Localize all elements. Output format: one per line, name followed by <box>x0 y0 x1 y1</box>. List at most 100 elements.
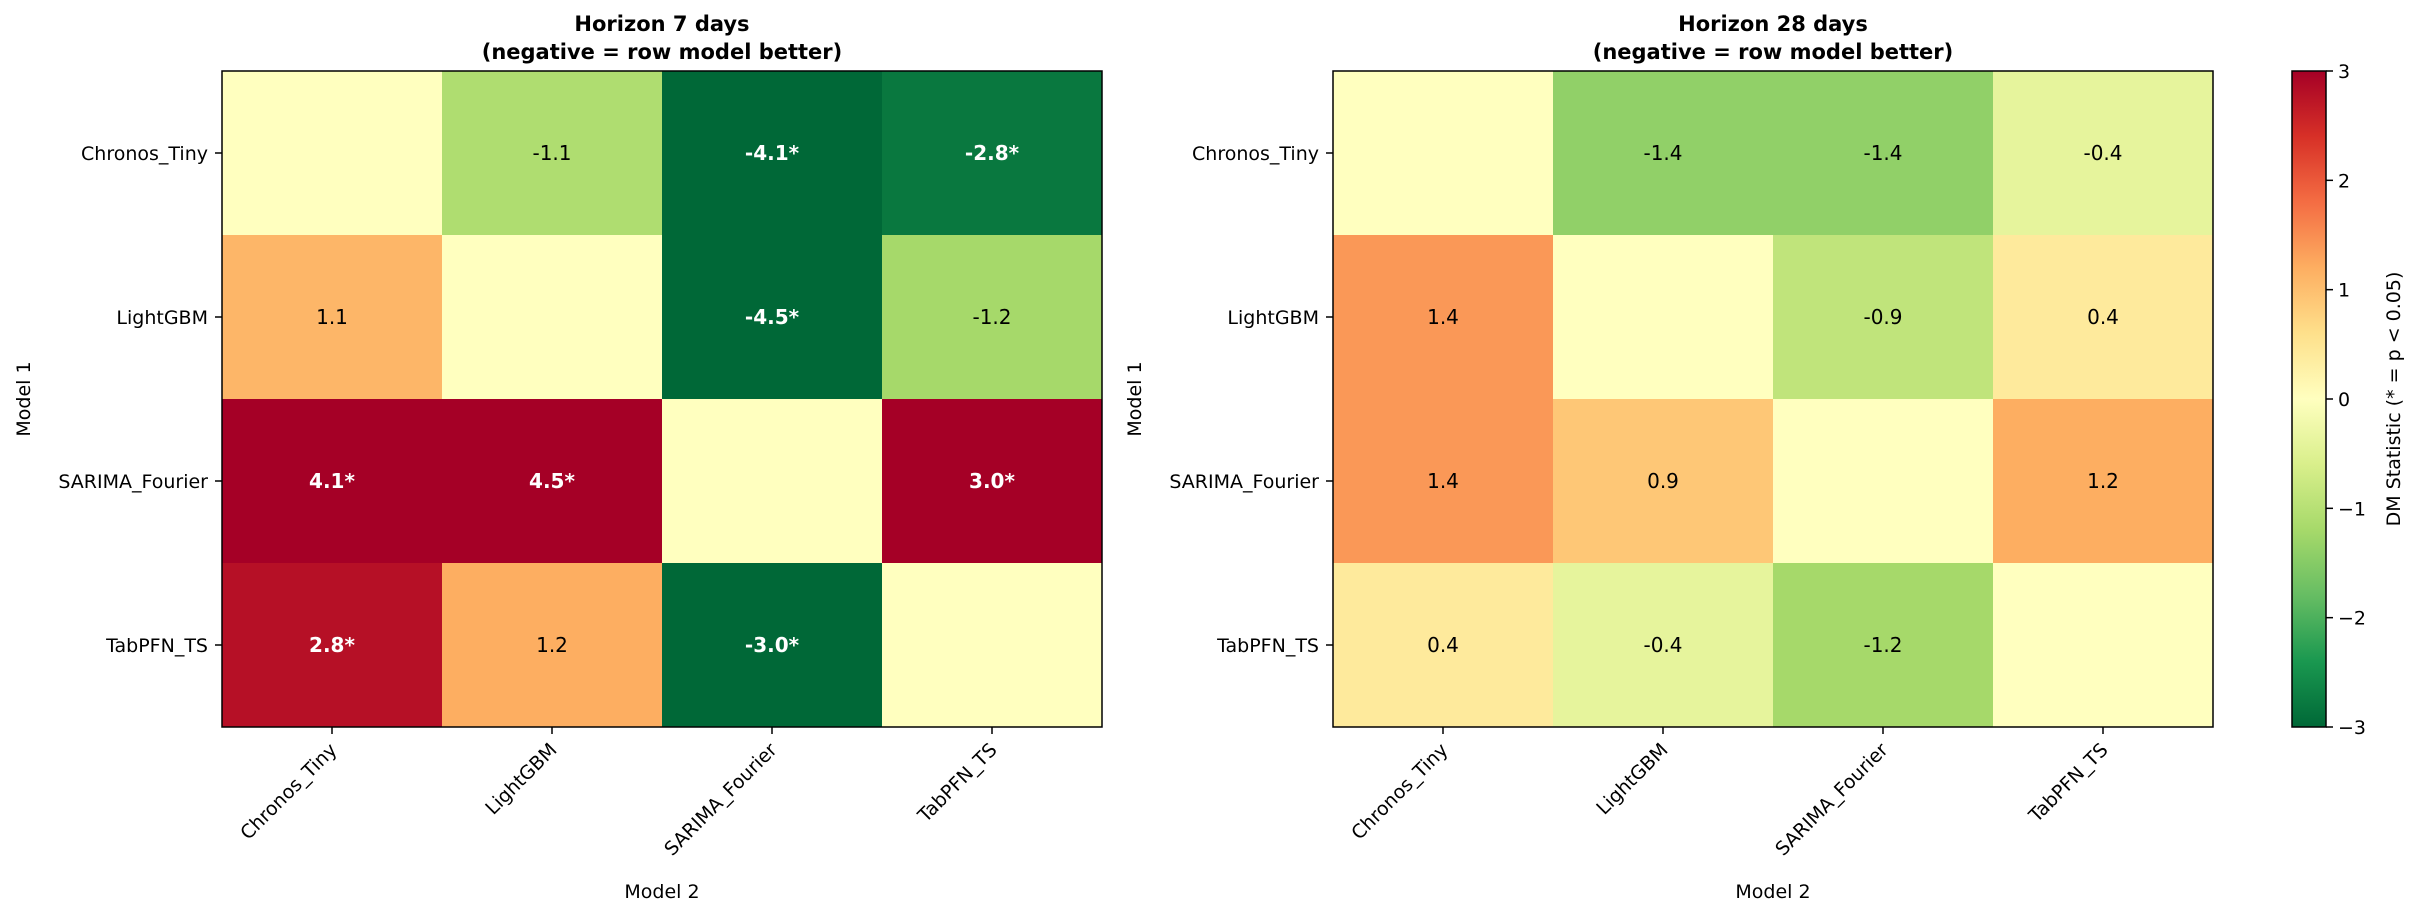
cell-value-label: 1.4 <box>1427 469 1459 493</box>
column-tick-label: LightGBM <box>1592 739 1672 819</box>
column-tick-label: Chronos_Tiny <box>236 739 341 844</box>
chart-title-line2: (negative = row model better) <box>482 40 843 64</box>
row-tick-label: TabPFN_TS <box>105 635 208 657</box>
heatmap-panel-2: Horizon 28 days (negative = row model be… <box>1124 12 2214 903</box>
cell-value-label: 2.8* <box>309 633 355 657</box>
heatmap-cell <box>1773 71 1994 236</box>
heatmap-cell <box>442 71 663 236</box>
row-tick-labels: Chronos_Tiny LightGBM SARIMA_Fourier TabPFN… <box>1169 143 1333 657</box>
cell-value-label: 1.4 <box>1427 305 1459 329</box>
heatmap-cell <box>882 71 1103 236</box>
cell-value-label: 1.2 <box>2087 469 2119 493</box>
colorbar-tick-label: 2 <box>2338 170 2350 192</box>
cell-value-label: 0.4 <box>1427 633 1459 657</box>
heatmap-cell <box>1773 235 1994 400</box>
colorbar-tick-label: −2 <box>2338 608 2366 630</box>
row-tick-label: SARIMA_Fourier <box>1169 471 1319 493</box>
row-tick-label: LightGBM <box>1227 307 1319 329</box>
column-tick-label: Chronos_Tiny <box>1347 739 1452 844</box>
plot-frame <box>1332 70 2214 728</box>
heatmap-cell <box>1553 235 1774 400</box>
chart-title-line1: Horizon 7 days <box>574 12 749 36</box>
heatmap-cell <box>662 71 883 236</box>
colorbar-tick-label: 1 <box>2338 280 2350 302</box>
heatmap-cells <box>222 71 1103 728</box>
heatmap-cell <box>882 563 1103 728</box>
heatmap-cell <box>442 235 663 400</box>
cell-value-label: -1.4 <box>1643 141 1682 165</box>
column-tick-label: TabPFN_TS <box>2024 739 2112 827</box>
colorbar-tick-label: −1 <box>2338 498 2366 520</box>
heatmap-cell <box>1333 235 1554 400</box>
row-tick-label: SARIMA_Fourier <box>58 471 208 493</box>
heatmap-cell <box>1333 399 1554 564</box>
y-axis-label: Model 1 <box>1124 361 1146 436</box>
heatmap-cells <box>1333 71 2214 728</box>
cell-value-label: 4.1* <box>309 469 355 493</box>
chart-title-line2: (negative = row model better) <box>1593 40 1954 64</box>
heatmap-cell <box>442 563 663 728</box>
heatmap-cell <box>1993 235 2214 400</box>
heatmap-cell <box>882 235 1103 400</box>
heatmap-cell <box>662 235 883 400</box>
cell-value-label: -1.2 <box>972 305 1011 329</box>
colorbar-ticks: 3 2 1 0 −1 −2 −3 <box>2326 61 2366 739</box>
heatmap-cell <box>1553 563 1774 728</box>
cell-value-label: 3.0* <box>969 469 1015 493</box>
colorbar-tick-label: −3 <box>2338 717 2366 739</box>
cell-value-label: 0.4 <box>2087 305 2119 329</box>
y-axis-label: Model 1 <box>13 361 35 436</box>
plot-frame <box>221 70 1103 728</box>
heatmap-cell <box>1333 563 1554 728</box>
heatmap-cell <box>222 71 443 236</box>
chart-title-line1: Horizon 28 days <box>1678 12 1868 36</box>
cell-value-label: 1.2 <box>536 633 568 657</box>
colorbar-tick-label: 0 <box>2338 389 2350 411</box>
heatmap-cell <box>1553 399 1774 564</box>
heatmap-cell <box>222 563 443 728</box>
cell-value-label: -0.4 <box>1643 633 1682 657</box>
heatmap-cell <box>882 399 1103 564</box>
heatmap-cell <box>662 563 883 728</box>
heatmap-cell <box>1993 563 2214 728</box>
colorbar: 3 2 1 0 −1 −2 −3 DM Statistic (* = p < 0.05) <box>2291 61 2405 739</box>
heatmap-panel-1: Horizon 7 days (negative = row model bet… <box>13 12 1103 903</box>
cell-value-label: 0.9 <box>1647 469 1679 493</box>
cell-value-label: -4.5* <box>745 305 800 329</box>
colorbar-gradient <box>2291 70 2327 728</box>
heatmap-cell <box>222 235 443 400</box>
heatmap-cell <box>442 399 663 564</box>
cell-value-label: -1.2 <box>1863 633 1902 657</box>
column-tick-labels: Chronos_Tiny LightGBM SARIMA_Fourier TabPFN… <box>236 727 1002 860</box>
cell-value-label: -0.4 <box>2083 141 2122 165</box>
column-tick-label: TabPFN_TS <box>913 739 1001 827</box>
column-tick-label: SARIMA_Fourier <box>1771 739 1892 860</box>
column-tick-label: LightGBM <box>481 739 561 819</box>
row-tick-label: TabPFN_TS <box>1216 635 1319 657</box>
heatmap-cell <box>1993 399 2214 564</box>
colorbar-tick-label: 3 <box>2338 61 2350 83</box>
heatmap-cell <box>1993 71 2214 236</box>
cell-value-label: -3.0* <box>745 633 800 657</box>
cell-labels: -1.4 -1.4 -0.4 1.4 -0.9 0.4 1.4 0.9 1.2 0.4 -0.4 -1… <box>1427 141 2122 657</box>
colorbar-label: DM Statistic (* = p < 0.05) <box>2383 272 2405 527</box>
cell-value-label: -4.1* <box>745 141 800 165</box>
x-axis-label: Model 2 <box>624 881 699 903</box>
column-tick-labels: Chronos_Tiny LightGBM SARIMA_Fourier TabPFN… <box>1347 727 2113 860</box>
heatmap-cell <box>222 399 443 564</box>
cell-value-label: -2.8* <box>965 141 1020 165</box>
heatmap-cell <box>1773 399 1994 564</box>
cell-value-label: -1.4 <box>1863 141 1902 165</box>
column-tick-label: SARIMA_Fourier <box>660 739 781 860</box>
row-tick-label: Chronos_Tiny <box>81 143 208 165</box>
heatmap-cell <box>662 399 883 564</box>
heatmap-cell <box>1773 563 1994 728</box>
heatmap-cell <box>1333 71 1554 236</box>
heatmap-cell <box>1553 71 1774 236</box>
cell-value-label: -0.9 <box>1863 305 1902 329</box>
x-axis-label: Model 2 <box>1735 881 1810 903</box>
cell-labels: -1.1 -4.1* -2.8* 1.1 -4.5* -1.2 4.1* 4.5* 3.0* 2.… <box>309 141 1020 657</box>
cell-value-label: 4.5* <box>529 469 575 493</box>
row-tick-label: Chronos_Tiny <box>1192 143 1319 165</box>
